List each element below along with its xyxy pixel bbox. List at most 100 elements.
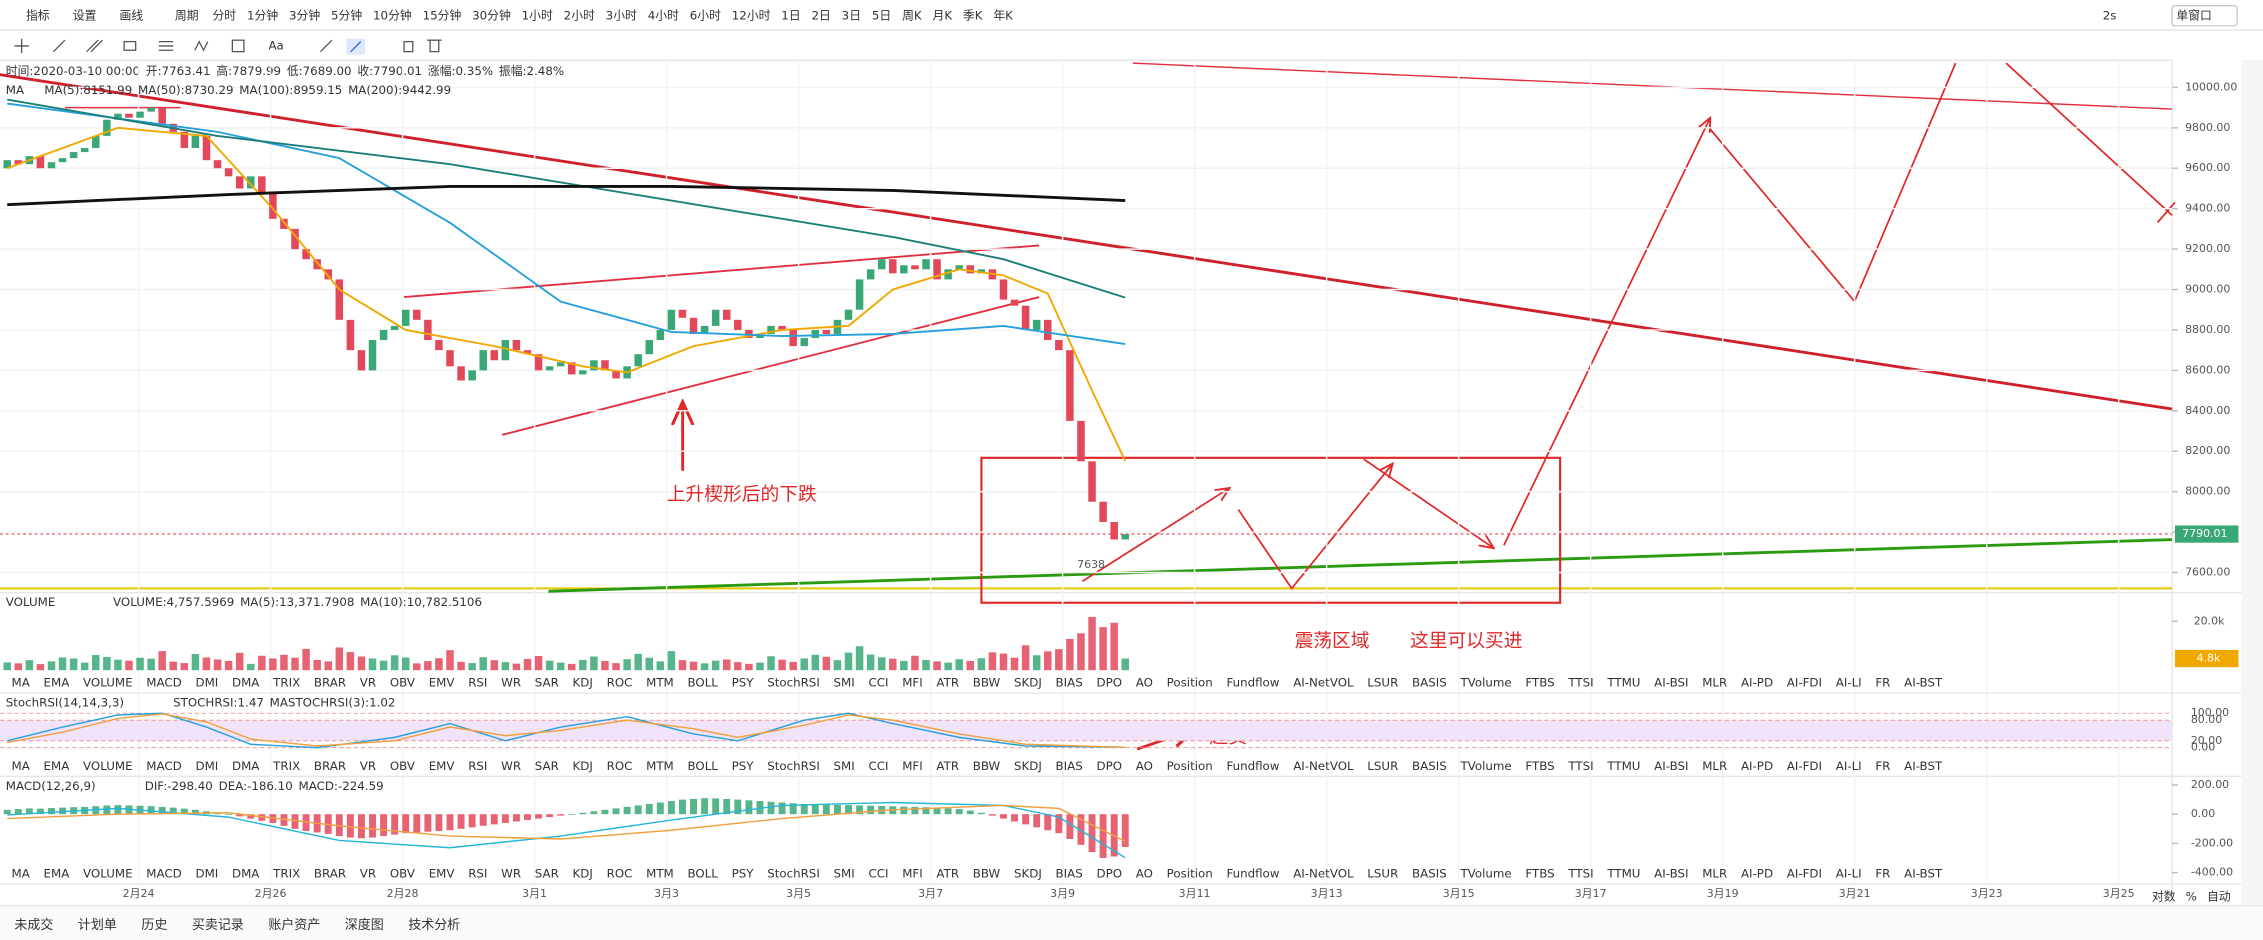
refresh-rate[interactable]: 2s: [2103, 8, 2117, 22]
indicator-tab[interactable]: TVolume: [1459, 759, 1511, 773]
indicator-tab[interactable]: ROC: [607, 867, 633, 881]
period-tab[interactable]: 3分钟: [289, 8, 320, 22]
crosshair-tool[interactable]: [14, 38, 29, 54]
indicator-tab[interactable]: AI-BSI: [1654, 759, 1688, 773]
indicator-tab[interactable]: FR: [1875, 676, 1890, 690]
indicator-tab[interactable]: MFI: [902, 759, 923, 773]
indicator-tab[interactable]: OBV: [390, 759, 415, 773]
indicator-tab[interactable]: EMA: [44, 676, 70, 690]
period-tab[interactable]: 分时: [212, 8, 236, 22]
indicator-tab[interactable]: DMA: [232, 676, 259, 690]
indicator-tab[interactable]: MA: [12, 867, 30, 881]
indicator-tab[interactable]: BASIS: [1412, 676, 1447, 690]
indicator-tab[interactable]: AO: [1136, 759, 1153, 773]
period-tab[interactable]: 12小时: [732, 8, 771, 22]
bottom-tab[interactable]: 计划单: [78, 918, 117, 933]
indicator-tab[interactable]: MA: [12, 759, 30, 773]
indicator-tab[interactable]: EMV: [429, 676, 455, 690]
indicator-tab[interactable]: DMA: [232, 759, 259, 773]
indicator-tab[interactable]: RSI: [468, 676, 487, 690]
indicator-tab[interactable]: AI-PD: [1741, 759, 1773, 773]
indicator-tab[interactable]: EMV: [429, 759, 455, 773]
bottom-tab[interactable]: 历史: [141, 918, 167, 933]
indicator-tab[interactable]: AI-NetVOL: [1293, 676, 1354, 690]
indicator-tab[interactable]: Position: [1167, 676, 1213, 690]
indicator-tab[interactable]: TTMU: [1606, 676, 1640, 690]
indicator-tab[interactable]: DPO: [1096, 759, 1122, 773]
indicator-tab[interactable]: FTBS: [1525, 676, 1554, 690]
indicator-tab[interactable]: TTMU: [1606, 867, 1640, 881]
brush-tool[interactable]: [319, 39, 333, 53]
period-tab[interactable]: 10分钟: [373, 8, 412, 22]
line-tool[interactable]: [52, 39, 66, 53]
indicator-tab[interactable]: MFI: [902, 867, 923, 881]
window-mode[interactable]: 单窗口: [2176, 8, 2212, 22]
indicator-tab[interactable]: EMA: [44, 867, 70, 881]
window-select[interactable]: [2171, 5, 2238, 27]
indicator-tab[interactable]: StochRSI: [767, 676, 820, 690]
indicator-tab[interactable]: TTSI: [1567, 867, 1593, 881]
indicator-tab[interactable]: SMI: [834, 867, 855, 881]
indicator-tab[interactable]: Fundflow: [1226, 676, 1279, 690]
indicator-tab[interactable]: BRAR: [314, 676, 346, 690]
indicator-tab[interactable]: VR: [360, 867, 376, 881]
indicator-tab[interactable]: WR: [501, 676, 521, 690]
indicator-tab[interactable]: KDJ: [573, 676, 593, 690]
delete-tool[interactable]: [427, 39, 442, 53]
indicator-tab[interactable]: TVolume: [1459, 676, 1511, 690]
indicator-tab[interactable]: EMV: [429, 867, 455, 881]
period-tab[interactable]: 3小时: [606, 8, 637, 22]
indicator-tab[interactable]: AO: [1136, 867, 1153, 881]
channel-tool[interactable]: [86, 39, 103, 53]
indicator-tab[interactable]: AI-BST: [1904, 867, 1943, 881]
indicator-tab[interactable]: BBW: [973, 867, 1001, 881]
indicator-tab[interactable]: BIAS: [1056, 759, 1083, 773]
indicator-tab[interactable]: SKDJ: [1014, 676, 1042, 690]
period-tab[interactable]: 年K: [993, 8, 1013, 22]
indicator-tab[interactable]: FTBS: [1525, 759, 1554, 773]
indicator-tab[interactable]: WR: [501, 759, 521, 773]
indicator-tab[interactable]: SKDJ: [1014, 759, 1042, 773]
period-tab[interactable]: 周K: [902, 8, 922, 22]
indicator-tab[interactable]: Position: [1167, 759, 1213, 773]
period-tab[interactable]: 5分钟: [331, 8, 362, 22]
period-tab[interactable]: 4小时: [648, 8, 679, 22]
indicator-tab[interactable]: MFI: [902, 676, 923, 690]
indicator-tab[interactable]: BBW: [973, 676, 1001, 690]
pattern-tool[interactable]: [194, 40, 209, 52]
indicator-tab[interactable]: SMI: [834, 676, 855, 690]
indicator-tab[interactable]: VR: [360, 676, 376, 690]
indicator-tab[interactable]: TRIX: [272, 759, 300, 773]
indicator-tab[interactable]: AI-PD: [1741, 676, 1773, 690]
toolbar-item[interactable]: 画线: [120, 8, 144, 22]
indicator-tab[interactable]: DPO: [1096, 676, 1122, 690]
indicator-tab[interactable]: PSY: [732, 676, 755, 690]
indicator-tab[interactable]: Position: [1167, 867, 1213, 881]
toolbar-item[interactable]: 设置: [73, 8, 97, 22]
indicator-tab[interactable]: DMI: [195, 676, 218, 690]
indicator-tab[interactable]: ROC: [607, 676, 633, 690]
indicator-tab[interactable]: BOLL: [687, 867, 718, 881]
indicator-tab[interactable]: SAR: [535, 759, 559, 773]
indicator-tab[interactable]: AI-BSI: [1654, 867, 1688, 881]
indicator-tab[interactable]: MTM: [646, 759, 674, 773]
period-tab[interactable]: 季K: [963, 8, 983, 22]
indicator-tab[interactable]: TTSI: [1567, 759, 1593, 773]
period-tab[interactable]: 1日: [781, 8, 800, 22]
period-tab[interactable]: 2小时: [564, 8, 595, 22]
indicator-tab[interactable]: TVolume: [1459, 867, 1511, 881]
indicator-tab[interactable]: StochRSI: [767, 759, 820, 773]
indicator-tab[interactable]: KDJ: [573, 867, 593, 881]
indicator-tab[interactable]: BOLL: [687, 676, 718, 690]
indicator-tab[interactable]: TRIX: [272, 867, 300, 881]
period-tab[interactable]: 1小时: [522, 8, 553, 22]
indicator-tab[interactable]: MACD: [146, 676, 181, 690]
indicator-tab[interactable]: DMI: [195, 759, 218, 773]
indicator-tab[interactable]: MTM: [646, 676, 674, 690]
indicator-tab[interactable]: FTBS: [1525, 867, 1554, 881]
period-tab[interactable]: 月K: [932, 8, 952, 22]
indicator-tab[interactable]: PSY: [732, 867, 755, 881]
toolbar-item[interactable]: 指标: [26, 8, 50, 22]
bottom-tab[interactable]: 技术分析: [408, 918, 460, 933]
indicator-tab[interactable]: Fundflow: [1226, 759, 1279, 773]
